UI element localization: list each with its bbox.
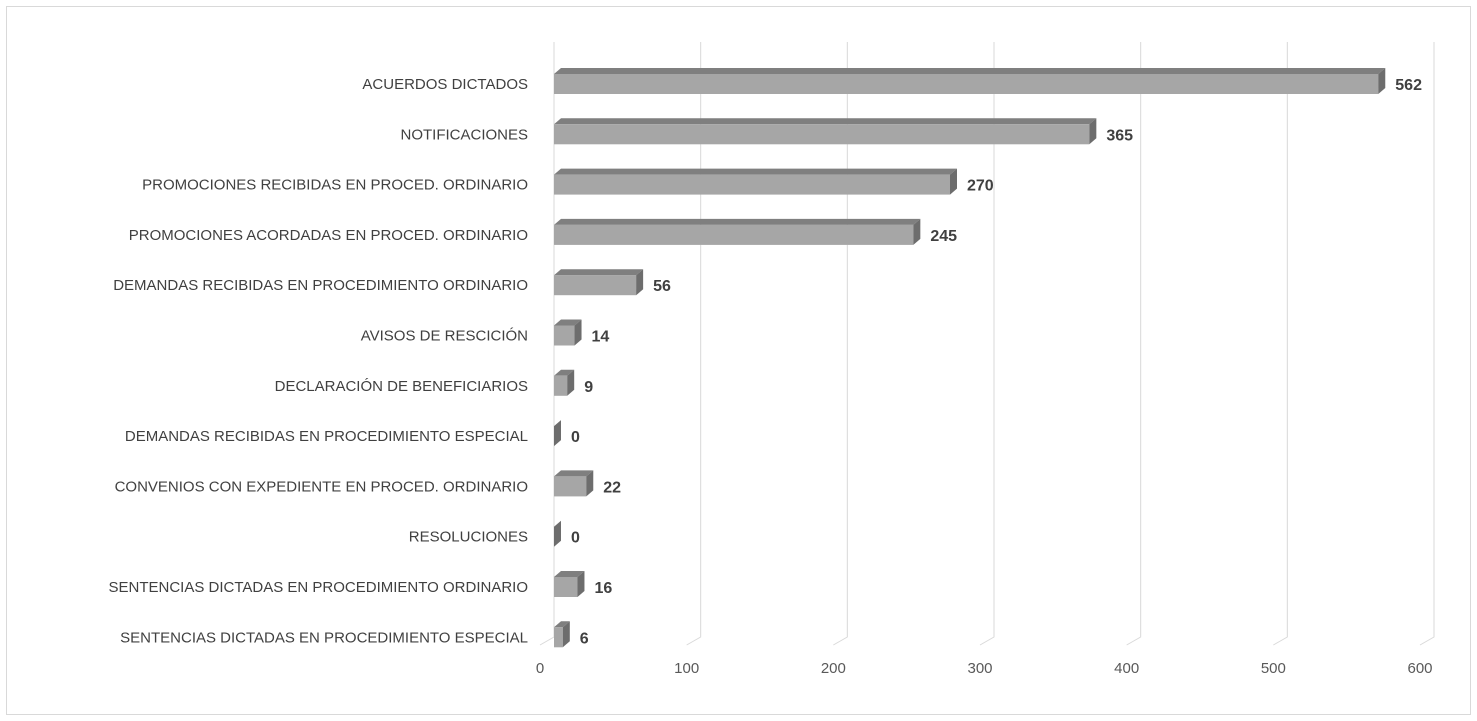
bar-front-face [554,476,587,497]
data-label: 562 [1395,77,1422,94]
bar-side-face [636,269,644,296]
bar [554,168,957,195]
gridline [1419,42,1435,646]
data-labels: 562 365 270 245 56 14 9 0 22 0 16 6 [571,77,1422,647]
bar-side-face [574,319,582,346]
bar-side-face [586,470,594,497]
bar-front-face [554,224,914,245]
bar-top-face [554,269,644,276]
bar [554,319,582,346]
bar-front-face [554,124,1090,145]
data-label: 14 [592,329,610,346]
data-label: 365 [1106,127,1133,144]
bar [554,520,561,547]
category-label: DEMANDAS RECIBIDAS EN PROCEDIMIENTO ORDI… [113,277,528,294]
bar-top-face [554,369,575,376]
bar-front-face [554,174,950,195]
bar-front-face [554,275,637,296]
bar-chart: 0 100 200 300 400 500 600 ACUERDOS DICTADOSNOT… [109,42,1435,677]
data-label: 6 [580,630,589,647]
bar [554,420,561,447]
x-tick-label: 100 [674,660,699,677]
category-label: PROMOCIONES ACORDADAS EN PROCED. ORDINAR… [129,227,528,244]
bar-top-face [554,621,570,628]
data-label: 245 [930,228,957,245]
bar-side-face [950,168,957,195]
category-labels: ACUERDOS DICTADOS NOTIFICACIONES PROMOCION… [109,76,529,646]
data-label: 9 [584,379,593,396]
x-tick-label: 0 [536,660,544,677]
x-tick-label: 200 [821,660,846,677]
data-label: 56 [653,278,671,295]
data-label: 270 [967,178,994,195]
bars [554,68,1386,648]
category-label: SENTENCIAS DICTADAS EN PROCEDIMIENTO ORD… [109,579,529,596]
x-axis-ticks: 0 100 200 300 400 500 600 [536,660,1433,677]
bar-side-face [913,218,921,245]
bar-side-face [554,520,561,547]
category-label: NOTIFICACIONES [400,126,528,143]
x-tick-label: 600 [1407,660,1432,677]
bar-front-face [554,577,578,597]
data-label: 0 [571,530,580,547]
category-label: CONVENIOS CON EXPEDIENTE EN PROCED. ORDI… [115,478,528,495]
bar-front-face [554,325,575,346]
bar-front-face [554,375,568,396]
category-label: AVISOS DE RESCICIÓN [361,328,528,345]
bar-front-face [554,627,563,648]
category-label: DEMANDAS RECIBIDAS EN PROCEDIMIENTO ESPE… [125,428,528,445]
bar [554,470,594,497]
bar-side-face [554,420,561,447]
x-tick-label: 500 [1261,660,1286,677]
bar-top-face [554,319,582,326]
bar [554,68,1386,94]
bar-side-face [1378,68,1386,94]
bar [554,218,921,245]
gridline [1273,42,1288,646]
bar-top-face [554,68,1386,74]
bar [554,118,1097,145]
data-label: 0 [571,429,580,446]
bar [554,571,585,597]
bar-top-face [554,118,1097,125]
category-label: DECLARACIÓN DE BENEFICIARIOS [275,378,528,395]
bar-front-face [554,74,1379,94]
bar [554,369,575,396]
bar-side-face [567,369,575,396]
data-label: 22 [603,479,621,496]
category-label: SENTENCIAS DICTADAS EN PROCEDIMIENTO ESP… [120,629,528,646]
bar-top-face [554,168,957,175]
x-tick-label: 300 [967,660,992,677]
chart-frame: 0 100 200 300 400 500 600 ACUERDOS DICTADOS NOT… [6,6,1471,715]
x-tick-label: 400 [1114,660,1139,677]
gridline [1126,42,1142,646]
gridline [979,42,995,646]
bar-side-face [1089,118,1097,145]
gridline [539,42,555,646]
data-label: 16 [594,580,612,597]
category-label: ACUERDOS DICTADOS [362,76,528,93]
bar-side-face [577,571,585,597]
bar-side-face [562,621,570,648]
bar [554,269,644,296]
bar-top-face [554,218,921,225]
category-label: PROMOCIONES RECIBIDAS EN PROCED. ORDINAR… [142,177,528,194]
bar [554,621,570,648]
category-label: RESOLUCIONES [409,529,528,546]
bar-top-face [554,470,594,477]
bar-top-face [554,571,585,577]
